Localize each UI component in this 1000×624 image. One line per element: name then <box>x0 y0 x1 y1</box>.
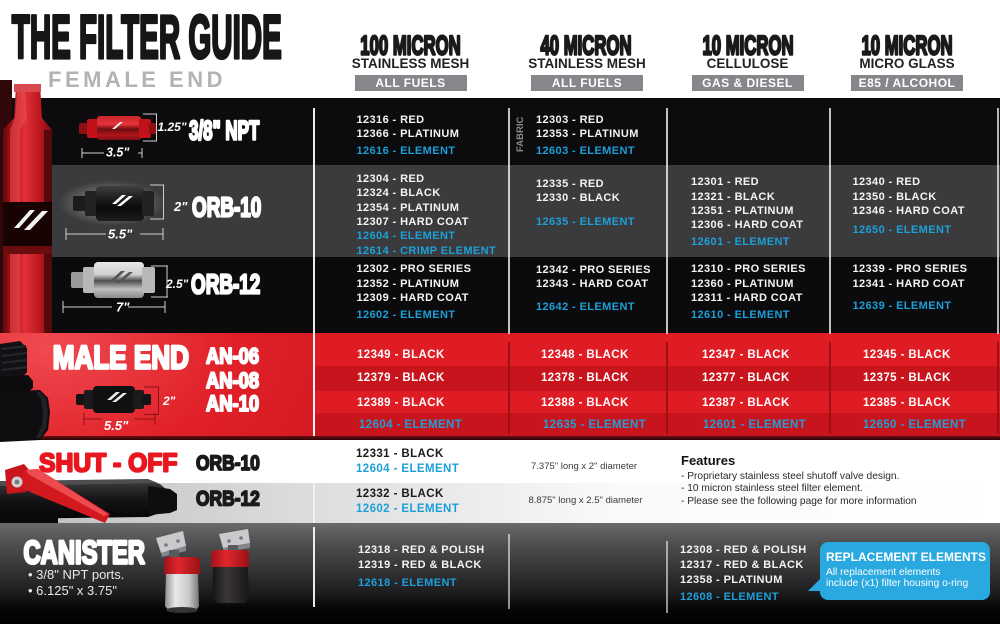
svg-text:40 MICRON: 40 MICRON <box>540 30 631 60</box>
svg-text:1.25": 1.25" <box>158 120 187 134</box>
svg-text:10 MICRON: 10 MICRON <box>702 30 793 60</box>
svg-text:AN-10: AN-10 <box>206 393 259 417</box>
svg-text:100 MICRON: 100 MICRON <box>360 30 460 60</box>
svg-text:CANISTER: CANISTER <box>24 534 145 570</box>
svg-text:2": 2" <box>162 394 176 408</box>
svg-text:ORB-10: ORB-10 <box>196 453 260 476</box>
svg-text:2.5": 2.5" <box>165 277 189 291</box>
svg-text:3.5": 3.5" <box>106 146 130 160</box>
svg-text:2": 2" <box>173 199 188 214</box>
svg-text:3/8" NPT: 3/8" NPT <box>189 116 260 146</box>
svg-text:7": 7" <box>116 300 130 315</box>
svg-text:THE FILTER GUIDE: THE FILTER GUIDE <box>12 5 282 72</box>
svg-text:10 MICRON: 10 MICRON <box>861 30 952 60</box>
svg-text:ORB-12: ORB-12 <box>191 269 260 301</box>
svg-text:AN-06: AN-06 <box>206 345 259 369</box>
svg-text:ORB-12: ORB-12 <box>196 488 260 511</box>
svg-text:5.5": 5.5" <box>104 418 129 433</box>
svg-text:5.5": 5.5" <box>108 227 133 242</box>
svg-text:SHUT - OFF: SHUT - OFF <box>39 449 177 478</box>
svg-text:ORB-10: ORB-10 <box>192 192 261 224</box>
svg-text:AN-08: AN-08 <box>206 370 259 394</box>
svg-text:MALE END: MALE END <box>53 341 189 376</box>
